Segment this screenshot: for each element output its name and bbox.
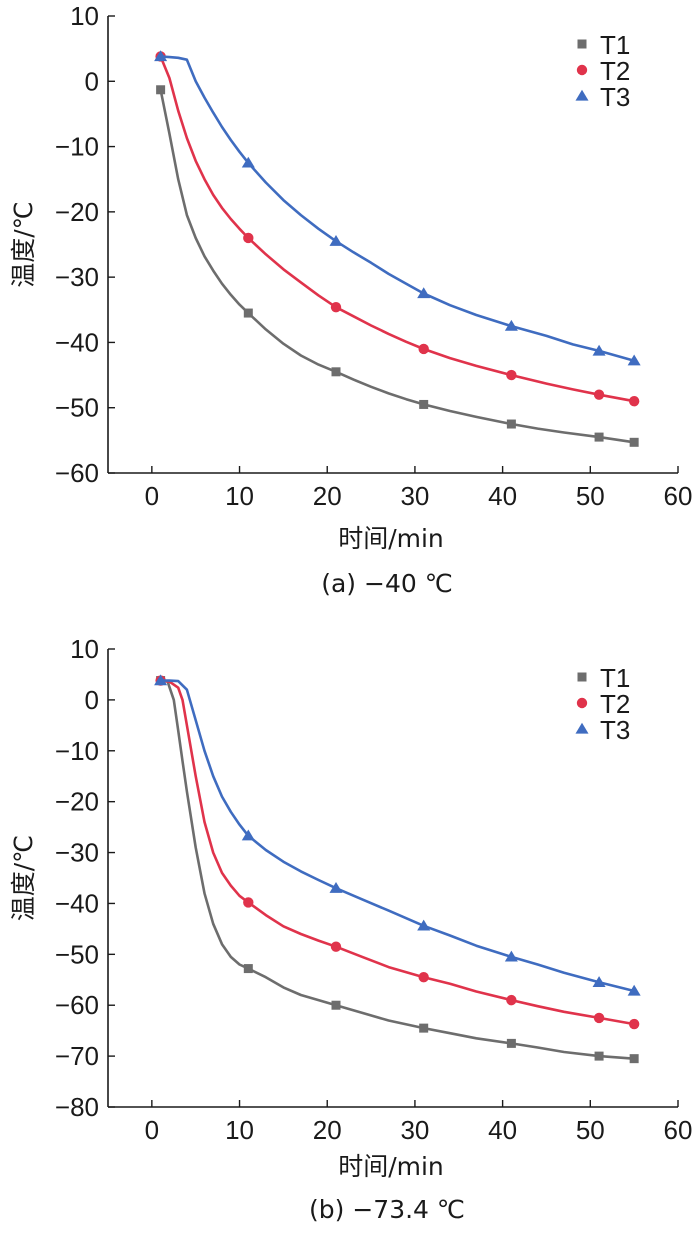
series-t3-point [417, 919, 431, 931]
series-t2-point [506, 994, 517, 1006]
y-axis-title: 温度/℃ [9, 201, 38, 288]
series-t3-line [159, 679, 636, 993]
legend-t1-marker [577, 672, 587, 682]
series-t3-point [154, 674, 168, 686]
legend-t2-marker [576, 697, 588, 709]
y-axis-title: 温度/℃ [9, 835, 38, 922]
y-tick-label: −40 [55, 888, 99, 918]
y-tick-label: −20 [55, 197, 99, 227]
series-t2-point [628, 395, 640, 407]
y-tick-label: −40 [55, 327, 99, 357]
x-tick-label: 10 [225, 481, 254, 511]
legend-t1-label: T1 [600, 30, 630, 60]
x-tick-label: 30 [400, 1115, 429, 1145]
legend-t1-marker [577, 39, 587, 49]
legend-t2-marker [576, 64, 588, 76]
chart-a: 10 0 −10 −20 −30 −40 −50 −60 0 10 20 30 40 50 60 时间/min… [9, 1, 692, 598]
y-tick-label: 10 [70, 1, 99, 31]
legend-t3-label: T3 [600, 715, 630, 745]
series-t1-point [594, 432, 604, 442]
legend-t1-label: T1 [600, 663, 630, 693]
x-tick-label: 10 [225, 1115, 254, 1145]
series-t1-point [629, 437, 639, 447]
series-t2-point [418, 972, 429, 983]
y-tick-label: −10 [55, 132, 99, 162]
y-tick-label: −50 [55, 939, 99, 969]
series-t1-point [419, 399, 429, 409]
series-t2-point [243, 232, 254, 244]
series-t2-point [330, 301, 342, 313]
x-tick-label: 20 [313, 1115, 342, 1145]
x-tick-label: 20 [313, 481, 342, 511]
legend-t3-marker [575, 89, 589, 101]
x-tick-label: 30 [400, 481, 429, 511]
series-t3-point [592, 976, 606, 987]
x-tick-label: 50 [576, 481, 605, 511]
chart-b: 10 0 −10 −20 −30 −40 −50 −60 −70 −80 0 10 20 30 40 50 60… [9, 634, 692, 1224]
x-axis-title: 时间/min [338, 524, 444, 553]
series-t1-point [629, 1054, 639, 1064]
y-tick-label: −70 [55, 1041, 99, 1071]
y-tick-label: −50 [55, 393, 99, 423]
series-t3-point [241, 829, 255, 841]
series-t3-point [241, 156, 255, 168]
series-t2-line [159, 679, 636, 1026]
x-tick-label: 60 [664, 1115, 693, 1145]
series-t2-line [159, 55, 636, 403]
x-tick-label: 40 [488, 1115, 517, 1145]
series-t2-point [243, 897, 254, 908]
x-tick-label: 0 [145, 481, 159, 511]
series-t3-point [417, 287, 431, 299]
legend-t3-label: T3 [600, 82, 630, 112]
x-tick-label: 50 [576, 1115, 605, 1145]
caption-b: (b) −73.4 ℃ [309, 1195, 465, 1224]
series-t2-point [628, 1018, 640, 1030]
x-tick-label: 60 [664, 481, 693, 511]
series-t3-point [504, 319, 518, 331]
legend-t2-label: T2 [600, 689, 630, 719]
y-tick-label: 0 [85, 685, 99, 715]
y-tick-label: −60 [55, 458, 99, 488]
series-t2-point [418, 343, 429, 355]
series-t1-point [243, 964, 253, 974]
y-tick-label: −60 [55, 990, 99, 1020]
series-t1-point [331, 1000, 341, 1010]
x-tick-label: 40 [488, 481, 517, 511]
series-t1-point [506, 1038, 516, 1048]
legend-t2-label: T2 [600, 56, 630, 86]
series-t3-point [504, 950, 518, 962]
caption-a: (a) −40 ℃ [321, 569, 453, 598]
series-t1-point [506, 419, 516, 429]
series-t3-line [159, 55, 636, 362]
series-t3-point [627, 984, 641, 996]
y-tick-label: −20 [55, 787, 99, 817]
y-tick-label: −30 [55, 838, 99, 868]
y-tick-label: −80 [55, 1092, 99, 1122]
y-tick-label: 10 [70, 634, 99, 664]
x-tick-label: 0 [145, 1115, 159, 1145]
series-t1-line [159, 88, 636, 444]
y-tick-label: −30 [55, 262, 99, 292]
legend-t3-marker [575, 722, 589, 734]
series-t2-point [593, 1012, 605, 1024]
y-tick-label: 0 [85, 66, 99, 96]
series-t2-point [593, 389, 605, 400]
series-t1-point [594, 1051, 604, 1061]
series-t1-point [331, 367, 341, 377]
x-axis-title: 时间/min [338, 1152, 444, 1181]
series-t2-point [506, 369, 517, 381]
series-t3-point [329, 881, 343, 893]
series-t3-point [154, 50, 168, 62]
series-t3-point [627, 354, 641, 366]
series-t1-point [156, 85, 166, 95]
series-t3-point [592, 344, 606, 356]
y-tick-label: −10 [55, 736, 99, 766]
series-t3-point [329, 235, 343, 246]
series-t2-point [330, 941, 342, 952]
series-t1-line [159, 679, 636, 1060]
series-t1-point [419, 1023, 429, 1033]
series-t1-point [243, 308, 253, 318]
